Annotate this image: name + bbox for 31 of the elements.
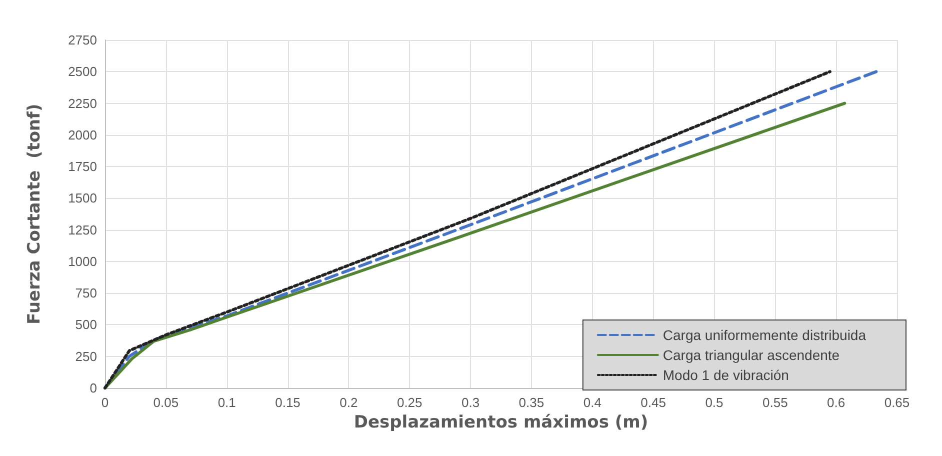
x-tick-label: 0.4: [583, 395, 602, 410]
y-tick-label: 250: [75, 348, 97, 364]
x-tick-label: 0.05: [153, 395, 179, 410]
y-tick-label: 2750: [68, 32, 97, 48]
y-tick-label: 1250: [68, 222, 97, 238]
y-tick-label: 1000: [68, 254, 97, 269]
y-tick-label: 2500: [68, 64, 97, 80]
x-tick-label: 0: [101, 395, 109, 410]
y-tick-label: 750: [75, 286, 97, 301]
x-axis-title: Desplazamientos máximos (m): [354, 412, 648, 432]
y-tick-label: 500: [75, 317, 97, 332]
y-tick-label: 1500: [68, 190, 97, 206]
y-axis-title: Fuerza Cortante (tonf): [24, 104, 44, 324]
x-tick-label: 0.1: [218, 395, 236, 410]
y-tick-label: 2250: [68, 96, 97, 111]
x-tick-label: 0.5: [705, 395, 724, 410]
x-tick-label: 0.55: [762, 395, 788, 410]
x-tick-label: 0.65: [884, 395, 910, 410]
legend-label: Carga triangular ascendente: [662, 347, 840, 363]
x-tick-label: 0.25: [396, 395, 422, 410]
legend-label: Modo 1 de vibración: [662, 367, 789, 383]
x-tick-label: 0.2: [340, 395, 358, 410]
x-tick-label: 0.35: [518, 395, 544, 410]
y-tick-label: 1750: [68, 159, 97, 174]
x-tick-label: 0.6: [827, 395, 846, 410]
y-tick-label: 0: [90, 380, 97, 396]
x-tick-label: 0.3: [462, 395, 480, 410]
x-tick-label: 0.45: [640, 395, 666, 410]
x-tick-label: 0.15: [275, 395, 300, 410]
legend-label: Carga uniformemente distribuida: [662, 327, 866, 343]
y-tick-label: 2000: [68, 127, 97, 142]
